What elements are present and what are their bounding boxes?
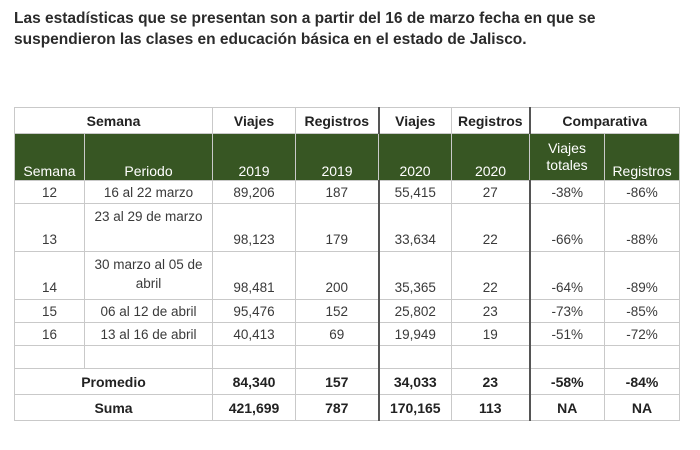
cell-comp-registros: -85% xyxy=(604,299,681,323)
subheader-semana: Semana xyxy=(14,133,85,181)
cell-viajes-2020: 55,415 xyxy=(378,180,453,204)
promedio-row: Promedio 84,340 157 34,033 23 -58% -84% xyxy=(13,368,681,395)
cell-viajes-2020: 35,365 xyxy=(378,251,453,300)
subheader-2019-registros: 2019 xyxy=(295,133,380,181)
cell-periodo: 06 al 12 de abril xyxy=(83,299,214,323)
cell-comp-viajes: -66% xyxy=(529,203,606,252)
cell-registros-2019: 152 xyxy=(295,299,380,323)
cell-viajes-2019: 89,206 xyxy=(212,180,297,204)
promedio-comp-viajes: -58% xyxy=(529,368,606,395)
header-row-top: Semana Viajes Registros Viajes Registros… xyxy=(13,107,681,134)
cell-registros-2020: 19 xyxy=(451,322,531,346)
cell-registros-2020: 23 xyxy=(451,299,531,323)
suma-registros-2019: 787 xyxy=(295,394,380,421)
cell-viajes-2019: 98,123 xyxy=(212,203,297,252)
promedio-comp-registros: -84% xyxy=(604,368,681,395)
cell-periodo: 16 al 22 marzo xyxy=(83,180,214,204)
cell-periodo: 13 al 16 de abril xyxy=(83,322,214,346)
suma-label: Suma xyxy=(13,394,214,421)
cell-registros-2020: 22 xyxy=(451,203,531,252)
suma-comp-viajes: NA xyxy=(529,394,606,421)
header-registros-2019: Registros xyxy=(295,107,380,134)
promedio-label: Promedio xyxy=(13,368,214,395)
suma-comp-registros: NA xyxy=(604,394,681,421)
cell-viajes-2019: 98,481 xyxy=(212,251,297,300)
cell-periodo: 23 al 29 de marzo xyxy=(83,203,214,252)
suma-viajes-2019: 421,699 xyxy=(212,394,297,421)
header-viajes-2020: Viajes xyxy=(378,107,453,134)
table-row: 12 16 al 22 marzo 89,206 187 55,415 27 -… xyxy=(14,180,681,204)
cell-registros-2020: 27 xyxy=(451,180,531,204)
table-row: 15 06 al 12 de abril 95,476 152 25,802 2… xyxy=(14,299,681,323)
header-comparativa: Comparativa xyxy=(529,107,681,134)
cell-viajes-2020: 19,949 xyxy=(378,322,453,346)
header-row-sub: Semana Periodo 2019 2019 2020 2020 Viaje… xyxy=(14,133,681,181)
cell-registros-2019: 179 xyxy=(295,203,380,252)
suma-row: Suma 421,699 787 170,165 113 NA NA xyxy=(13,394,681,421)
suma-viajes-2020: 170,165 xyxy=(378,394,453,421)
cell-semana: 14 xyxy=(14,251,85,300)
suma-registros-2020: 113 xyxy=(451,394,531,421)
cell-comp-viajes: -64% xyxy=(529,251,606,300)
table-row-empty xyxy=(14,345,681,369)
cell-comp-registros: -89% xyxy=(604,251,681,300)
cell-registros-2019: 187 xyxy=(295,180,380,204)
cell-comp-viajes: -73% xyxy=(529,299,606,323)
cell-comp-registros: -72% xyxy=(604,322,681,346)
subheader-2020-viajes: 2020 xyxy=(378,133,453,181)
cell-periodo: 30 marzo al 05 de abril xyxy=(83,251,214,300)
cell-comp-registros: -88% xyxy=(604,203,681,252)
subheader-2019-viajes: 2019 xyxy=(212,133,297,181)
subheader-viajes-totales: Viajes totales xyxy=(529,133,606,181)
table-row: 16 13 al 16 de abril 40,413 69 19,949 19… xyxy=(14,322,681,346)
subheader-2020-registros: 2020 xyxy=(451,133,531,181)
header-semana: Semana xyxy=(13,107,214,134)
subheader-periodo: Periodo xyxy=(83,133,214,181)
promedio-registros-2020: 23 xyxy=(451,368,531,395)
header-viajes-2019: Viajes xyxy=(212,107,297,134)
cell-viajes-2019: 40,413 xyxy=(212,322,297,346)
cell-comp-viajes: -38% xyxy=(529,180,606,204)
cell-semana: 13 xyxy=(14,203,85,252)
cell-semana: 16 xyxy=(14,322,85,346)
header-registros-2020: Registros xyxy=(451,107,531,134)
cell-comp-viajes: -51% xyxy=(529,322,606,346)
table-row: 13 23 al 29 de marzo 98,123 179 33,634 2… xyxy=(14,203,681,252)
cell-semana: 12 xyxy=(14,180,85,204)
cell-registros-2019: 69 xyxy=(295,322,380,346)
cell-registros-2020: 22 xyxy=(451,251,531,300)
cell-semana: 15 xyxy=(14,299,85,323)
promedio-registros-2019: 157 xyxy=(295,368,380,395)
cell-viajes-2020: 25,802 xyxy=(378,299,453,323)
cell-comp-registros: -86% xyxy=(604,180,681,204)
promedio-viajes-2020: 34,033 xyxy=(378,368,453,395)
table-row: 14 30 marzo al 05 de abril 98,481 200 35… xyxy=(14,251,681,300)
intro-text: Las estadísticas que se presentan son a … xyxy=(14,10,596,48)
cell-registros-2019: 200 xyxy=(295,251,380,300)
cell-viajes-2020: 33,634 xyxy=(378,203,453,252)
statistics-table: Semana Viajes Registros Viajes Registros… xyxy=(13,107,681,421)
promedio-viajes-2019: 84,340 xyxy=(212,368,297,395)
subheader-registros: Registros xyxy=(604,133,681,181)
cell-viajes-2019: 95,476 xyxy=(212,299,297,323)
